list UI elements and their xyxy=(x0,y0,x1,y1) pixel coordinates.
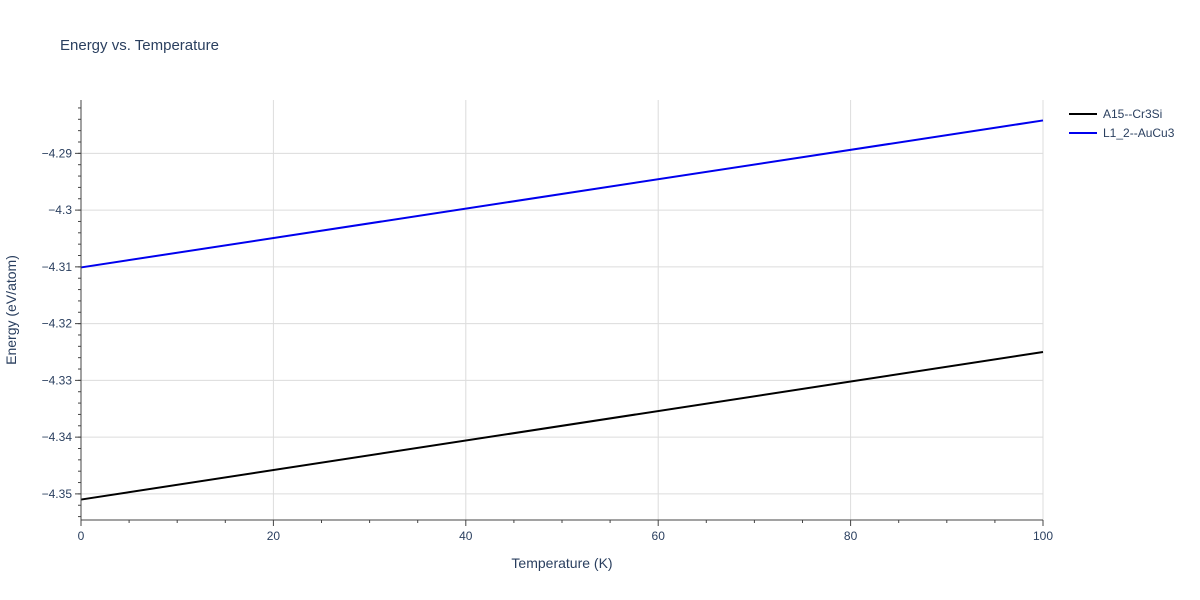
x-tick-label: 40 xyxy=(459,529,473,543)
x-tick-label: 60 xyxy=(652,529,666,543)
y-tick-label: −4.29 xyxy=(42,146,73,160)
y-axis-title: Energy (eV/atom) xyxy=(3,255,19,365)
y-tick-label: −4.3 xyxy=(48,203,72,217)
y-tick-label: −4.33 xyxy=(42,373,73,387)
legend-item[interactable]: L1_2--AuCu3 xyxy=(1069,126,1175,140)
x-axis-title: Temperature (K) xyxy=(511,555,612,571)
grid-lines xyxy=(81,100,1044,520)
x-tick-label: 0 xyxy=(78,529,85,543)
chart-title: Energy vs. Temperature xyxy=(60,37,219,54)
x-tick-label: 80 xyxy=(844,529,858,543)
legend-label: A15--Cr3Si xyxy=(1103,107,1162,121)
y-tick-label: −4.32 xyxy=(42,317,73,331)
series-line xyxy=(80,351,1044,501)
y-tick-label: −4.34 xyxy=(42,430,73,444)
series-line xyxy=(80,119,1044,269)
legend-label: L1_2--AuCu3 xyxy=(1103,126,1175,140)
series-lines xyxy=(80,119,1044,501)
legend[interactable]: A15--Cr3Si L1_2--AuCu3 xyxy=(1069,107,1175,140)
axes: 0 20 40 60 80 100 −4.35 −4.34 −4.33 −4.32 −4.31 −4.… xyxy=(42,100,1053,543)
x-tick-label: 100 xyxy=(1033,529,1053,543)
y-tick-label: −4.35 xyxy=(42,487,73,501)
x-tick-label: 20 xyxy=(267,529,281,543)
y-tick-label: −4.31 xyxy=(42,260,73,274)
legend-item[interactable]: A15--Cr3Si xyxy=(1069,107,1162,121)
